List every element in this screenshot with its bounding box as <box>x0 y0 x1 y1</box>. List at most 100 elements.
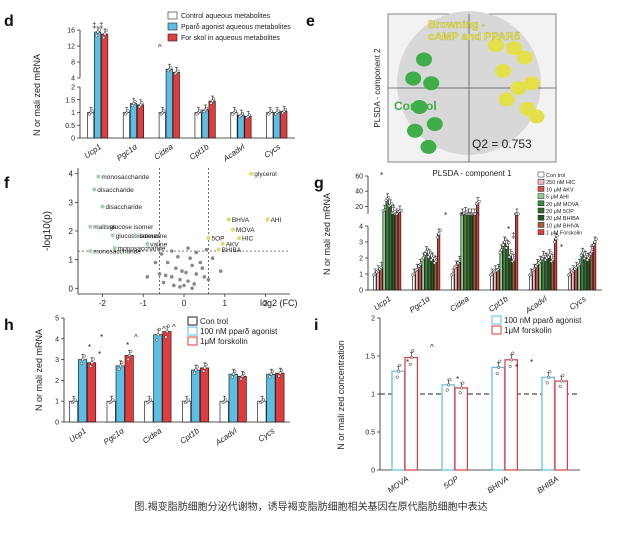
y-tick-label: 2 <box>371 316 375 323</box>
x-tick-label: MOVA <box>386 474 410 495</box>
replicate-point <box>95 34 99 38</box>
bar <box>577 264 581 291</box>
replicate-point <box>198 109 202 113</box>
y-axis-label: N or mali zed concentration <box>336 340 346 450</box>
y-tick-label: 3 <box>69 198 74 207</box>
legend-swatch <box>537 171 545 178</box>
replicate-point <box>501 243 505 247</box>
browning-point <box>510 81 527 95</box>
control-point <box>423 76 440 91</box>
y-tick-label: 5 <box>55 316 59 323</box>
data-point <box>202 275 207 279</box>
replicate-point <box>593 240 597 244</box>
point-label: MOVA <box>236 227 255 234</box>
y-axis-label: PLSDA - component 2 <box>373 48 382 128</box>
point-label: valine <box>150 241 167 248</box>
bar <box>504 359 518 471</box>
replicate-point <box>155 338 159 342</box>
data-point <box>188 256 192 261</box>
replicate-point <box>446 383 451 387</box>
y-tick-label: 4 <box>71 76 75 83</box>
replicate-point <box>195 365 199 369</box>
replicate-point <box>79 361 84 365</box>
replicate-point <box>498 359 502 363</box>
y-tick-label: 40 <box>355 189 363 196</box>
replicate-point <box>559 379 564 383</box>
replicate-point <box>507 240 511 245</box>
browning-point <box>498 92 515 107</box>
data-point <box>178 277 182 282</box>
replicate-point <box>231 372 236 376</box>
annotation: * <box>100 333 103 342</box>
point-label: isoleucine <box>138 233 167 240</box>
panel-label-h: h <box>4 317 14 334</box>
x-tick-label: Ucp1 <box>83 142 103 160</box>
replicate-point <box>549 251 553 255</box>
replicate-point <box>545 381 549 385</box>
legend-swatch <box>537 200 545 207</box>
data-point <box>153 260 158 265</box>
replicate-point <box>248 113 252 117</box>
legend-label: 1μM forskolin <box>504 326 552 335</box>
panel-d: 0 0.5 1 1.5 2 4 8 12 16 N or mali zed mRNA Ucp1 Pgc… <box>32 11 295 164</box>
bar <box>257 400 267 423</box>
browning-point <box>495 63 512 78</box>
x-tick-label: Cpt1b <box>178 426 201 446</box>
y-tick-label: 1 <box>359 272 363 279</box>
bar <box>433 260 438 291</box>
annotation: * <box>392 203 395 212</box>
replicate-point <box>148 398 153 402</box>
y-tick-label: 1 <box>71 110 75 117</box>
replicate-point <box>241 112 245 116</box>
replicate-point <box>97 28 101 32</box>
y-tick-label: 0 <box>359 288 363 295</box>
y-tick-label: 0 <box>69 284 74 293</box>
replicate-point <box>498 250 502 254</box>
data-point <box>159 252 164 256</box>
replicate-point <box>269 372 273 376</box>
data-point <box>186 279 190 283</box>
annotation: * <box>126 341 129 350</box>
replicate-point <box>579 253 583 257</box>
bar <box>266 373 276 423</box>
significant-point <box>220 241 225 246</box>
legend-swatch <box>187 316 198 326</box>
x-tick-label: -2 <box>99 299 107 308</box>
replicate-point <box>594 237 598 241</box>
y-axis-label: N or mali zed mRNA <box>34 329 44 411</box>
replicate-point <box>269 109 273 113</box>
replicate-point <box>592 243 596 247</box>
y-tick-label: 0.5 <box>365 430 375 437</box>
bar <box>219 400 229 423</box>
legend-swatch <box>187 326 198 336</box>
bar <box>101 33 109 139</box>
legend-swatch <box>537 178 545 185</box>
bar <box>544 257 548 291</box>
annotation: ‡ <box>99 21 103 30</box>
bar <box>86 362 97 423</box>
y-tick-label: 4 <box>359 224 363 231</box>
data-point <box>206 277 211 282</box>
replicate-point <box>426 247 430 251</box>
y-axis-label: N or mali zed mRNA <box>322 193 332 275</box>
bar <box>499 249 503 291</box>
legend-swatch <box>187 336 198 346</box>
annotation: ^ <box>590 243 594 252</box>
annotation: ^ <box>476 211 480 220</box>
panel-label-g: g <box>314 175 324 192</box>
replicate-point <box>205 106 209 110</box>
point-label: disaccharide <box>105 204 142 211</box>
y-tick-label: 3 <box>55 357 59 364</box>
bar <box>454 387 468 471</box>
y-tick-label: 2 <box>359 256 363 263</box>
data-point <box>180 269 184 273</box>
bar <box>68 400 79 423</box>
bar <box>106 400 116 423</box>
y-tick-label: 20 <box>355 204 363 211</box>
bar <box>532 268 536 291</box>
bar <box>511 259 516 291</box>
bar <box>538 260 542 291</box>
significant-point <box>226 217 231 222</box>
replicate-point <box>102 36 106 40</box>
replicate-point <box>276 109 280 113</box>
